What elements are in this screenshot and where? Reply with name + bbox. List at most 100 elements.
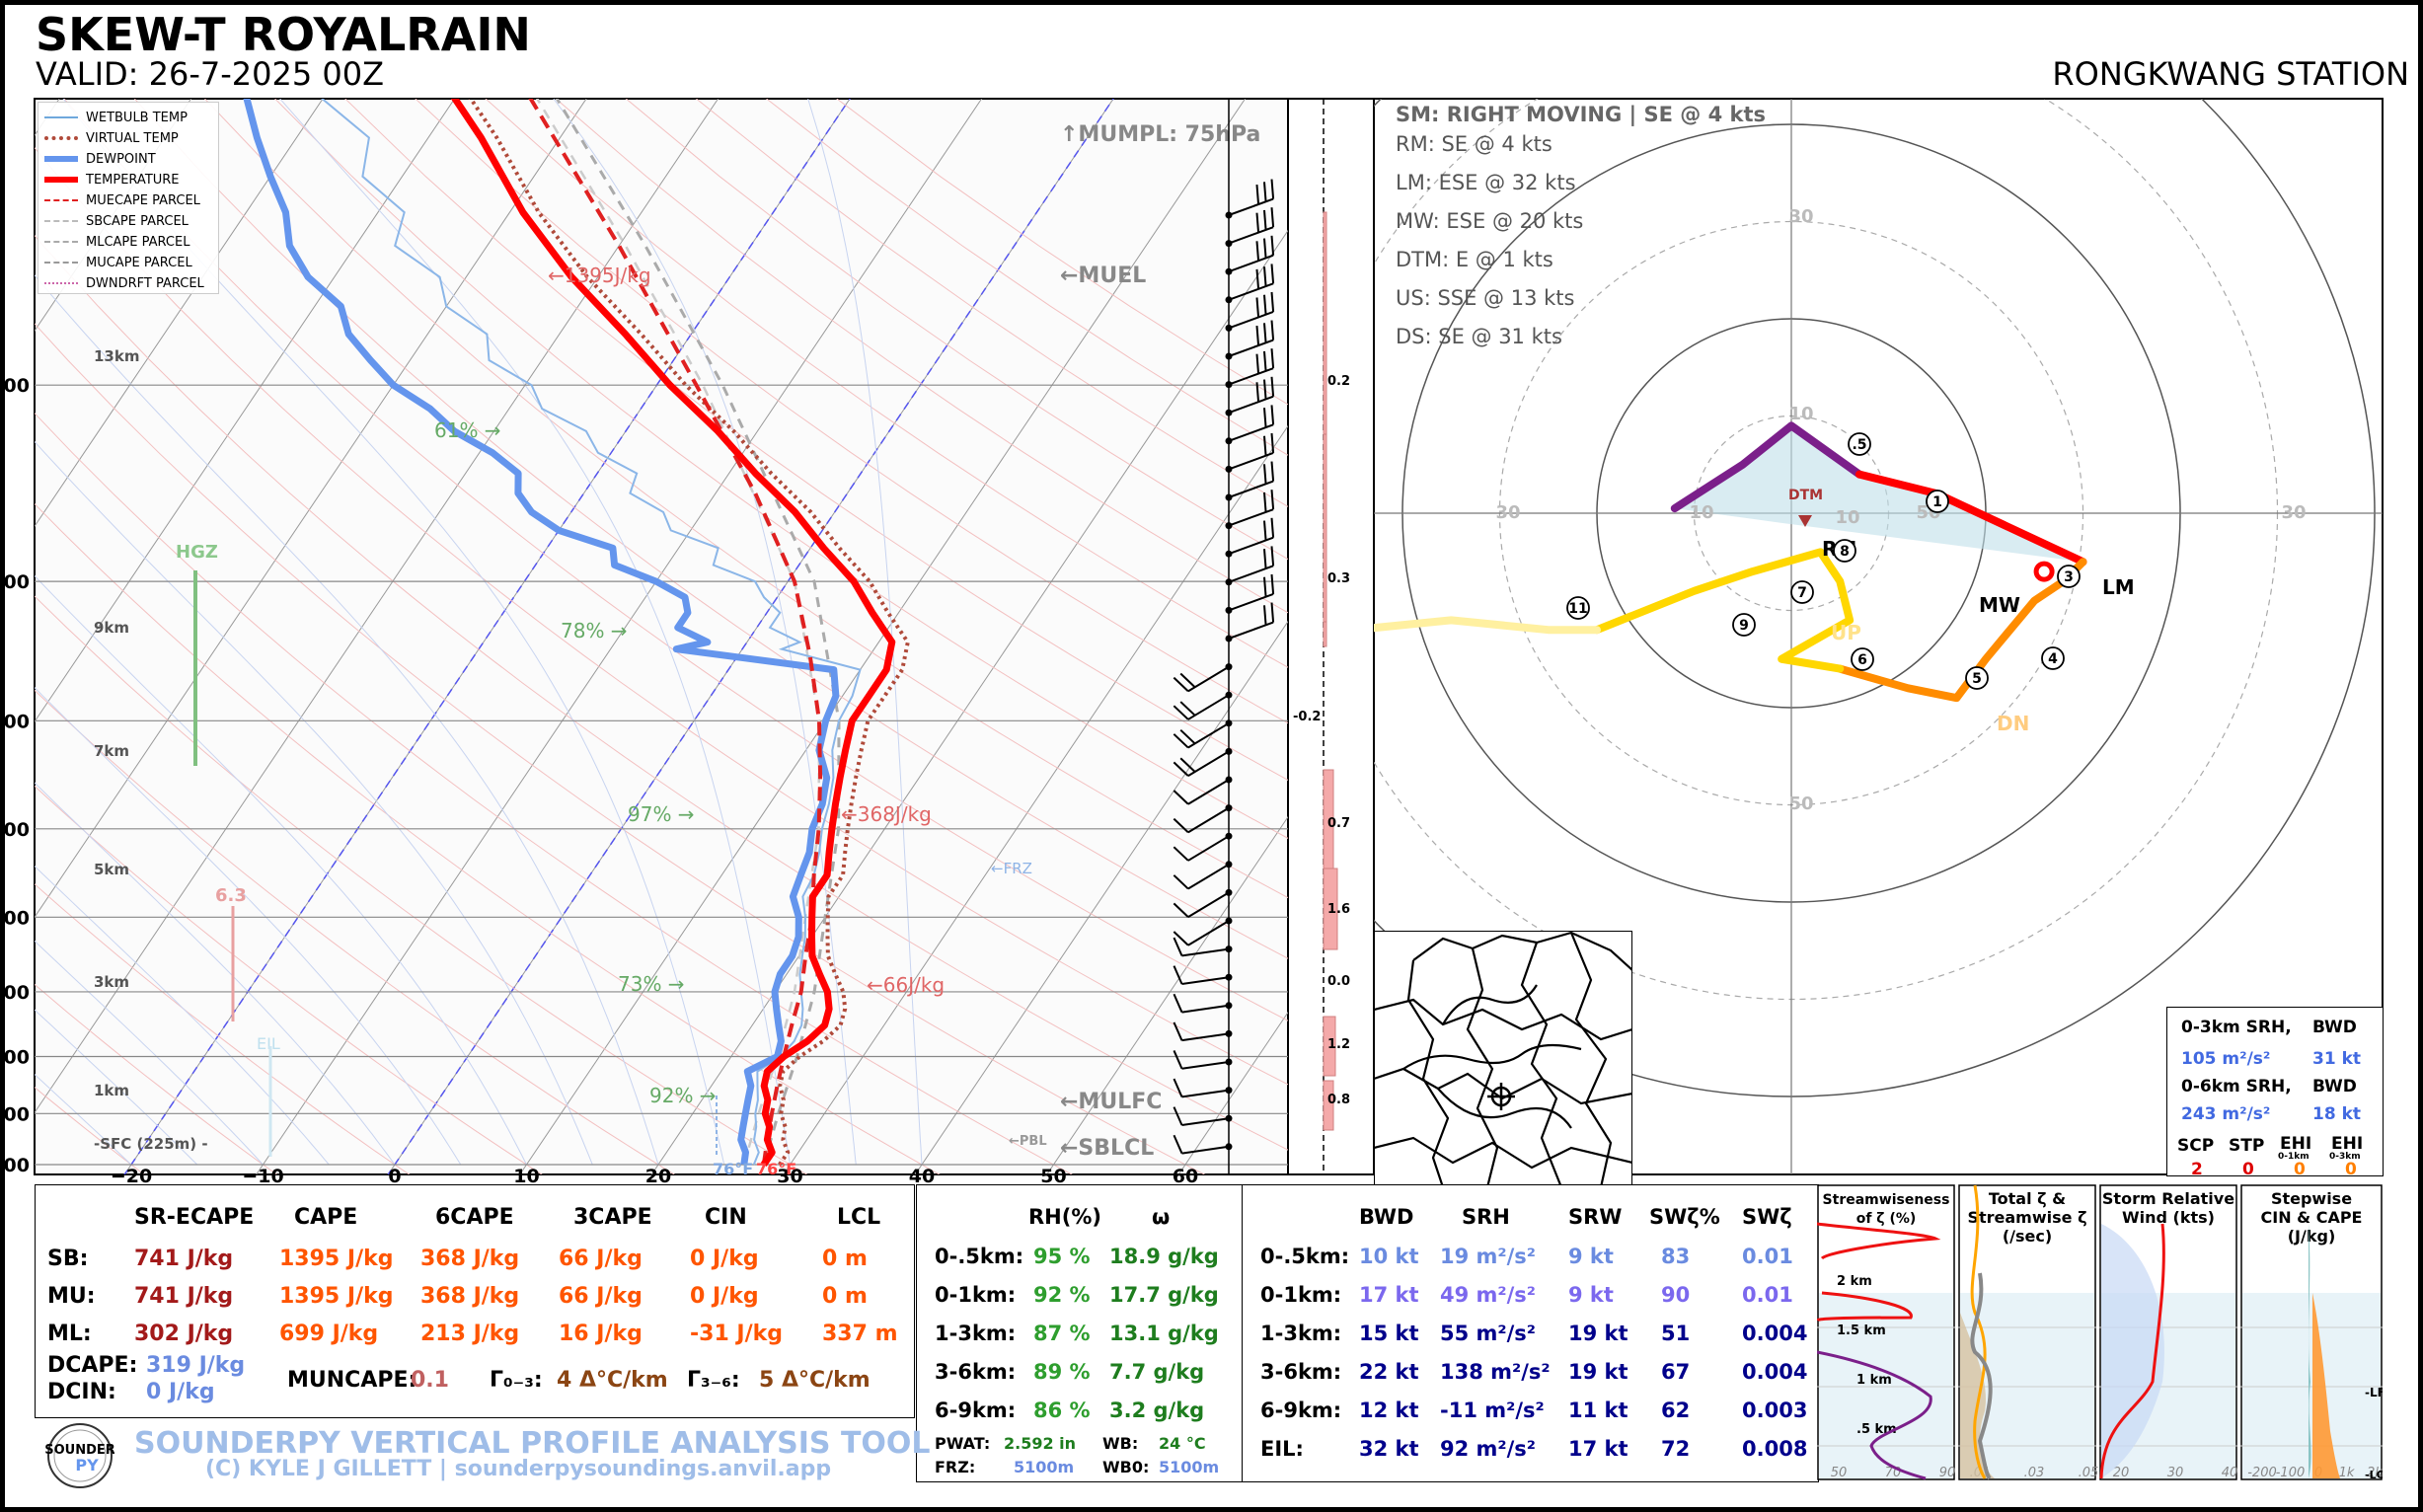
wind-barb-flag (1173, 761, 1189, 777)
dry-adiabat (695, 99, 1288, 507)
scp-value: 2 (2191, 1160, 2203, 1179)
thermo-row-label: SB: (47, 1247, 89, 1271)
dcin-label: DCIN: (47, 1380, 116, 1404)
height-marker-label: 9 (1739, 618, 1749, 634)
height-marker (2041, 646, 2065, 670)
kinematic-value: 67 (1661, 1360, 1691, 1384)
wind-barb (1187, 891, 1230, 919)
wind-barb-flag (1270, 517, 1275, 538)
pbl-label: ←PBL (1009, 1134, 1047, 1149)
height-marker (1848, 432, 1871, 456)
isotherm (35, 99, 456, 723)
kinematic-value: -11 m²/s² (1440, 1399, 1545, 1422)
kinematic-value: 55 m²/s² (1440, 1322, 1536, 1345)
thermo-header: CAPE (294, 1205, 358, 1230)
y-tick-label: 700 (0, 982, 30, 1004)
mixing-ratio-value: 17.7 g/kg (1109, 1283, 1219, 1307)
dtm-marker (1798, 515, 1812, 527)
dcin-value: 0 J/kg (146, 1380, 215, 1404)
dry-adiabat (35, 689, 676, 1174)
y-tick-label: 200 (0, 375, 30, 397)
mini-title: (J/kg) (2288, 1227, 2336, 1246)
wind-barb-flag (1173, 1050, 1183, 1070)
wind-barb-flag (1262, 464, 1267, 485)
wb-value: 24 °C (1159, 1434, 1206, 1453)
isotherm (256, 99, 983, 1174)
wind-barb-flag (1173, 817, 1189, 834)
dry-adiabat (485, 99, 1288, 668)
skewt-legend: WETBULB TEMP VIRTUAL TEMP DEWPOINT TEMPERAT… (38, 102, 219, 294)
cape-label-1: ←1395J/kg (548, 264, 651, 287)
stepwise-cin-fill (2309, 1224, 2311, 1478)
dcape-value: 319 J/kg (146, 1353, 246, 1378)
wind-barb-flag (1173, 676, 1189, 693)
omega-axes (1287, 98, 1375, 1175)
legend-swatch (44, 282, 78, 284)
height-marker (1926, 490, 1949, 513)
wind-barb-flag (1255, 353, 1260, 374)
wind-barb-flag (1262, 266, 1267, 287)
height-marker (2057, 565, 2081, 588)
wind-barb (1181, 1145, 1230, 1155)
location-map (1374, 931, 1632, 1187)
ring-label: 30 (1788, 206, 1813, 227)
wind-barb-flag (1270, 432, 1275, 454)
wind-barb-flag (1255, 185, 1260, 205)
wind-barb-flag (1262, 209, 1267, 230)
dry-adiabat (0, 0, 29, 1188)
thermo-header: LCL (837, 1205, 881, 1230)
scp-label: SCP (2177, 1136, 2215, 1156)
dry-adiabat (35, 323, 1206, 1174)
sblcl-label: ←SBLCL (1060, 1136, 1154, 1161)
temperature-line (450, 99, 896, 1167)
wind-barb-flag (1270, 348, 1275, 369)
kinematic-row-label: 1-3km: (1260, 1322, 1342, 1345)
moisture-header: RH(%) (1028, 1205, 1101, 1229)
wind-barb-flag (1173, 965, 1183, 985)
kinematic-value: 22 kt (1359, 1360, 1419, 1384)
thermo-value: 0 m (822, 1247, 868, 1271)
mini-height-label: 1.5 km (1837, 1323, 1886, 1338)
isotherm (35, 99, 587, 919)
height-marker (1566, 596, 1590, 620)
frz-label: FRZ: (935, 1458, 976, 1476)
mini-tick: .03 (2024, 1466, 2045, 1480)
wind-barb-flag (1262, 491, 1267, 512)
wind-barb (1187, 779, 1230, 805)
mini-title: Wind (kts) (2122, 1208, 2215, 1227)
mini-title: Streamwise ζ (1967, 1208, 2086, 1227)
kinematic-value: 72 (1661, 1437, 1691, 1461)
stepwise-cape-fill (2312, 1293, 2340, 1478)
kinematic-value: 51 (1661, 1322, 1691, 1345)
kinematic-table: BWD SRH SRW SWζ% SWζ 0-.5km: 10 kt 19 m²/s² 9 kt… (1242, 1184, 1819, 1482)
cape-label-2: ←368J/kg (841, 802, 932, 826)
wind-barb-flag (1262, 323, 1267, 343)
wind-barb-flag (1173, 902, 1189, 918)
legend-entry: TEMPERATURE (44, 171, 180, 189)
y-tick-label: 1000 (0, 1155, 30, 1176)
legend-entry: DWNDRFT PARCEL (44, 274, 204, 292)
muecape-parcel-line (528, 99, 823, 1166)
mini-tick: 2k (2367, 1466, 2383, 1480)
legend-label: SBCAPE PARCEL (86, 213, 189, 229)
omega-bar (1323, 868, 1338, 950)
lapse-rate-label: 6.3 (215, 885, 247, 906)
wind-barb-flag (1173, 993, 1183, 1013)
svg-text:SOUNDER: SOUNDER (45, 1443, 114, 1458)
wind-barb-flag (1173, 874, 1189, 890)
lfc-label: -LFC (2365, 1386, 2383, 1399)
omega-bar (1323, 1080, 1334, 1131)
wind-barb-flag (1173, 846, 1189, 862)
moist-adiabat (807, 99, 923, 1166)
kinematic-row-label: 0-.5km: (1260, 1245, 1350, 1268)
thermo-header: CIN (705, 1205, 747, 1230)
height-marker-label: 6 (1857, 652, 1867, 668)
frz-value: 5100m (1014, 1458, 1075, 1476)
wind-barb-flag (1173, 1078, 1183, 1097)
wind-barb (1187, 920, 1230, 946)
wind-barb-flag (1270, 405, 1275, 425)
wind-barb-flag (1262, 549, 1267, 569)
